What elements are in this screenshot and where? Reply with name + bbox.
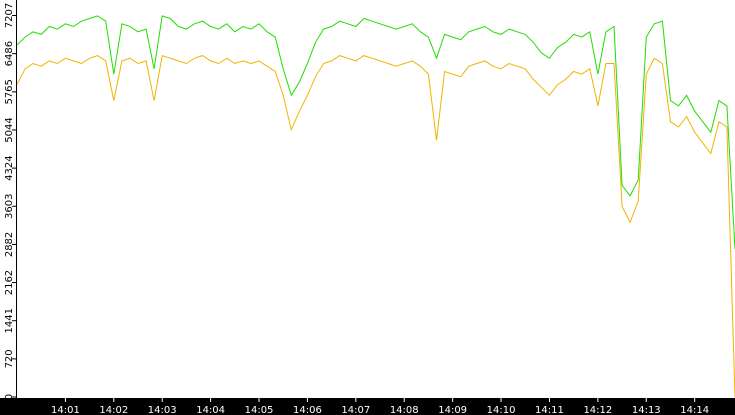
x-tick-label: 14:13	[632, 405, 661, 415]
y-tick-label: 7207	[4, 3, 15, 28]
x-tick-label: 14:12	[583, 405, 612, 415]
x-tick-label: 14:05	[245, 405, 274, 415]
y-tick-label: 720	[4, 349, 15, 368]
x-tick-label: 14:10	[487, 405, 516, 415]
series-line	[16, 15, 735, 249]
y-tick-label: 2882	[4, 232, 15, 257]
x-tick-label: 14:01	[51, 405, 80, 415]
x-tick-label: 14:03	[148, 405, 177, 415]
y-tick-label: 5765	[4, 79, 15, 104]
y-tick-label: 5044	[4, 117, 15, 142]
y-tick-label: 6486	[4, 41, 15, 66]
y-tick-label: 0	[4, 394, 15, 400]
y-tick-label: 1441	[4, 308, 15, 333]
x-tick-label: 14:14	[680, 405, 709, 415]
x-tick-label: 14:09	[438, 405, 467, 415]
series-line	[16, 54, 735, 398]
x-tick-label: 14:08	[390, 405, 419, 415]
x-tick-label: 14:06	[293, 405, 322, 415]
x-tick-label: 14:11	[535, 405, 564, 415]
x-axis-band	[0, 398, 735, 415]
y-tick-label: 4324	[4, 155, 15, 180]
y-tick-label: 2162	[4, 270, 15, 295]
x-tick-label: 14:02	[99, 405, 128, 415]
y-tick-label: 3603	[4, 194, 15, 219]
x-tick-label: 14:07	[341, 405, 370, 415]
x-tick-label: 14:04	[196, 405, 225, 415]
